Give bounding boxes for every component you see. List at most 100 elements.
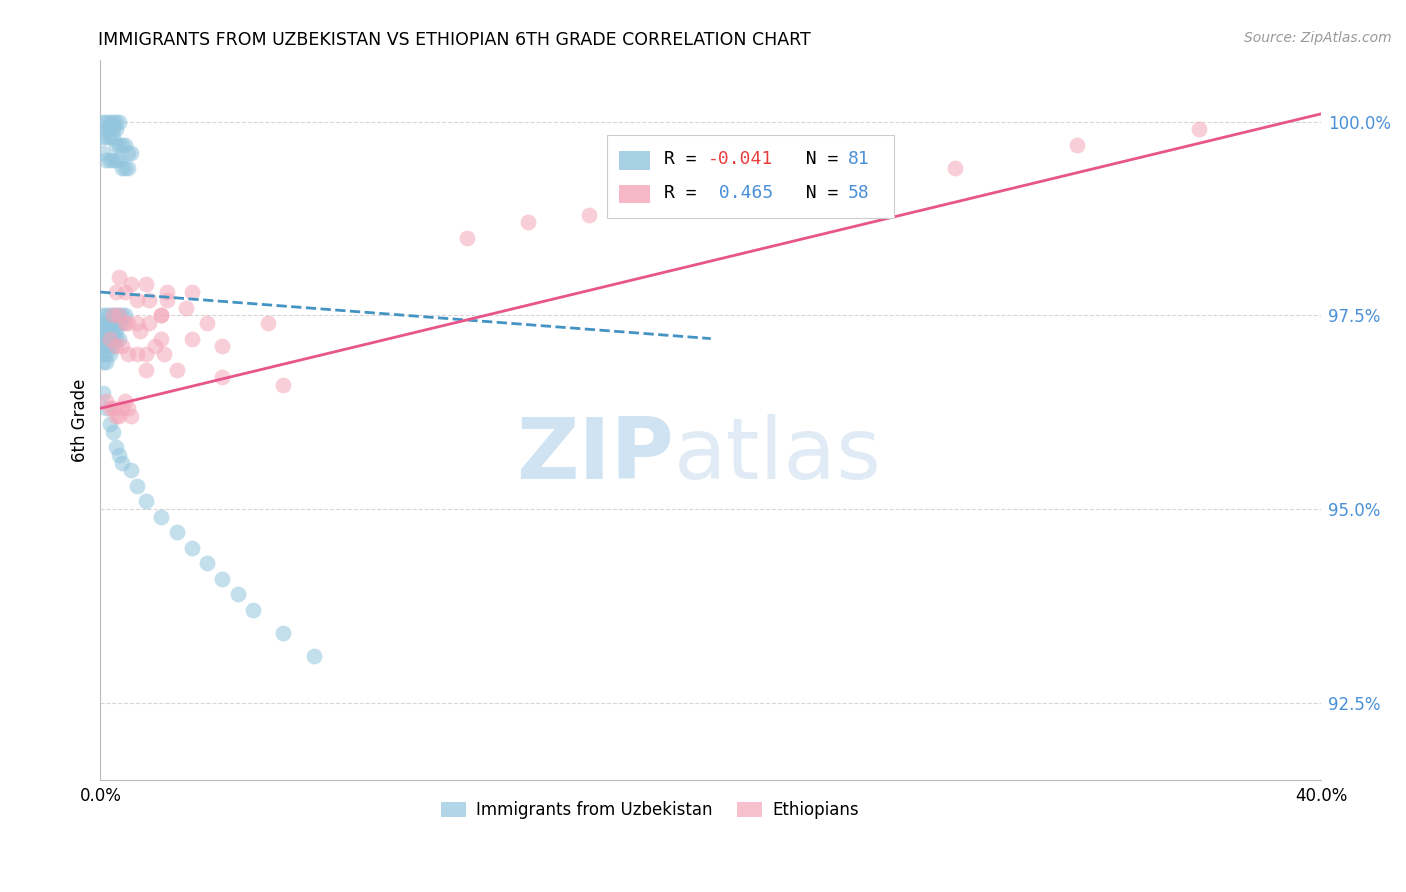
Immigrants from Uzbekistan: [96, 114, 118, 128]
Ethiopians: [156, 285, 179, 299]
Immigrants from Uzbekistan: [242, 603, 264, 617]
Immigrants from Uzbekistan: [117, 161, 139, 175]
Immigrants from Uzbekistan: [96, 324, 118, 338]
Bar: [619, 186, 650, 203]
Ethiopians: [120, 277, 142, 292]
Ethiopians: [150, 309, 173, 323]
Immigrants from Uzbekistan: [125, 479, 148, 493]
Immigrants from Uzbekistan: [98, 339, 121, 353]
Immigrants from Uzbekistan: [104, 440, 127, 454]
Ethiopians: [104, 285, 127, 299]
Immigrants from Uzbekistan: [93, 130, 115, 145]
Immigrants from Uzbekistan: [180, 541, 202, 555]
Immigrants from Uzbekistan: [96, 332, 118, 346]
Ethiopians: [114, 285, 136, 299]
Ethiopians: [117, 401, 139, 416]
Immigrants from Uzbekistan: [120, 145, 142, 160]
Ethiopians: [211, 370, 233, 384]
Ethiopians: [578, 208, 600, 222]
Immigrants from Uzbekistan: [117, 145, 139, 160]
Immigrants from Uzbekistan: [98, 122, 121, 136]
Ethiopians: [180, 332, 202, 346]
Immigrants from Uzbekistan: [104, 309, 127, 323]
Immigrants from Uzbekistan: [104, 153, 127, 168]
Ethiopians: [98, 401, 121, 416]
Immigrants from Uzbekistan: [104, 324, 127, 338]
Ethiopians: [638, 200, 661, 214]
Immigrants from Uzbekistan: [114, 309, 136, 323]
Text: IMMIGRANTS FROM UZBEKISTAN VS ETHIOPIAN 6TH GRADE CORRELATION CHART: IMMIGRANTS FROM UZBEKISTAN VS ETHIOPIAN …: [98, 31, 811, 49]
Ethiopians: [107, 269, 129, 284]
Immigrants from Uzbekistan: [98, 347, 121, 361]
Ethiopians: [125, 316, 148, 330]
Text: 58: 58: [848, 184, 869, 202]
Immigrants from Uzbekistan: [98, 309, 121, 323]
Immigrants from Uzbekistan: [166, 525, 188, 540]
Immigrants from Uzbekistan: [96, 122, 118, 136]
Immigrants from Uzbekistan: [96, 347, 118, 361]
Immigrants from Uzbekistan: [101, 114, 124, 128]
Ethiopians: [138, 316, 160, 330]
Immigrants from Uzbekistan: [107, 309, 129, 323]
Text: Source: ZipAtlas.com: Source: ZipAtlas.com: [1244, 31, 1392, 45]
Immigrants from Uzbekistan: [98, 332, 121, 346]
Text: N =: N =: [785, 184, 849, 202]
Immigrants from Uzbekistan: [107, 137, 129, 152]
Legend: Immigrants from Uzbekistan, Ethiopians: Immigrants from Uzbekistan, Ethiopians: [434, 795, 866, 826]
FancyBboxPatch shape: [607, 136, 894, 219]
Ethiopians: [257, 316, 280, 330]
Ethiopians: [101, 401, 124, 416]
Immigrants from Uzbekistan: [101, 332, 124, 346]
Ethiopians: [114, 393, 136, 408]
Ethiopians: [150, 309, 173, 323]
Immigrants from Uzbekistan: [101, 425, 124, 439]
Immigrants from Uzbekistan: [150, 509, 173, 524]
Immigrants from Uzbekistan: [93, 355, 115, 369]
Immigrants from Uzbekistan: [98, 153, 121, 168]
Ethiopians: [111, 339, 134, 353]
Immigrants from Uzbekistan: [101, 316, 124, 330]
Text: 81: 81: [848, 150, 869, 168]
Ethiopians: [107, 409, 129, 423]
Ethiopians: [138, 293, 160, 307]
Immigrants from Uzbekistan: [107, 153, 129, 168]
Immigrants from Uzbekistan: [93, 145, 115, 160]
Immigrants from Uzbekistan: [101, 339, 124, 353]
Immigrants from Uzbekistan: [96, 153, 118, 168]
Ethiopians: [104, 409, 127, 423]
Ethiopians: [456, 231, 478, 245]
Ethiopians: [117, 347, 139, 361]
Immigrants from Uzbekistan: [96, 309, 118, 323]
Ethiopians: [943, 161, 966, 175]
Ethiopians: [135, 362, 157, 376]
Immigrants from Uzbekistan: [96, 339, 118, 353]
Ethiopians: [96, 393, 118, 408]
Ethiopians: [111, 401, 134, 416]
Immigrants from Uzbekistan: [98, 316, 121, 330]
Immigrants from Uzbekistan: [93, 316, 115, 330]
Immigrants from Uzbekistan: [101, 153, 124, 168]
Bar: [619, 152, 650, 169]
Ethiopians: [852, 169, 875, 183]
Ethiopians: [114, 316, 136, 330]
Immigrants from Uzbekistan: [96, 355, 118, 369]
Immigrants from Uzbekistan: [104, 332, 127, 346]
Ethiopians: [125, 347, 148, 361]
Ethiopians: [273, 378, 295, 392]
Ethiopians: [180, 285, 202, 299]
Immigrants from Uzbekistan: [273, 626, 295, 640]
Immigrants from Uzbekistan: [101, 122, 124, 136]
Ethiopians: [117, 316, 139, 330]
Immigrants from Uzbekistan: [93, 309, 115, 323]
Immigrants from Uzbekistan: [104, 137, 127, 152]
Ethiopians: [153, 347, 176, 361]
Immigrants from Uzbekistan: [96, 130, 118, 145]
Ethiopians: [135, 277, 157, 292]
Immigrants from Uzbekistan: [195, 557, 218, 571]
Immigrants from Uzbekistan: [111, 161, 134, 175]
Ethiopians: [174, 301, 197, 315]
Ethiopians: [699, 192, 721, 206]
Immigrants from Uzbekistan: [120, 463, 142, 477]
Ethiopians: [195, 316, 218, 330]
Immigrants from Uzbekistan: [93, 385, 115, 400]
